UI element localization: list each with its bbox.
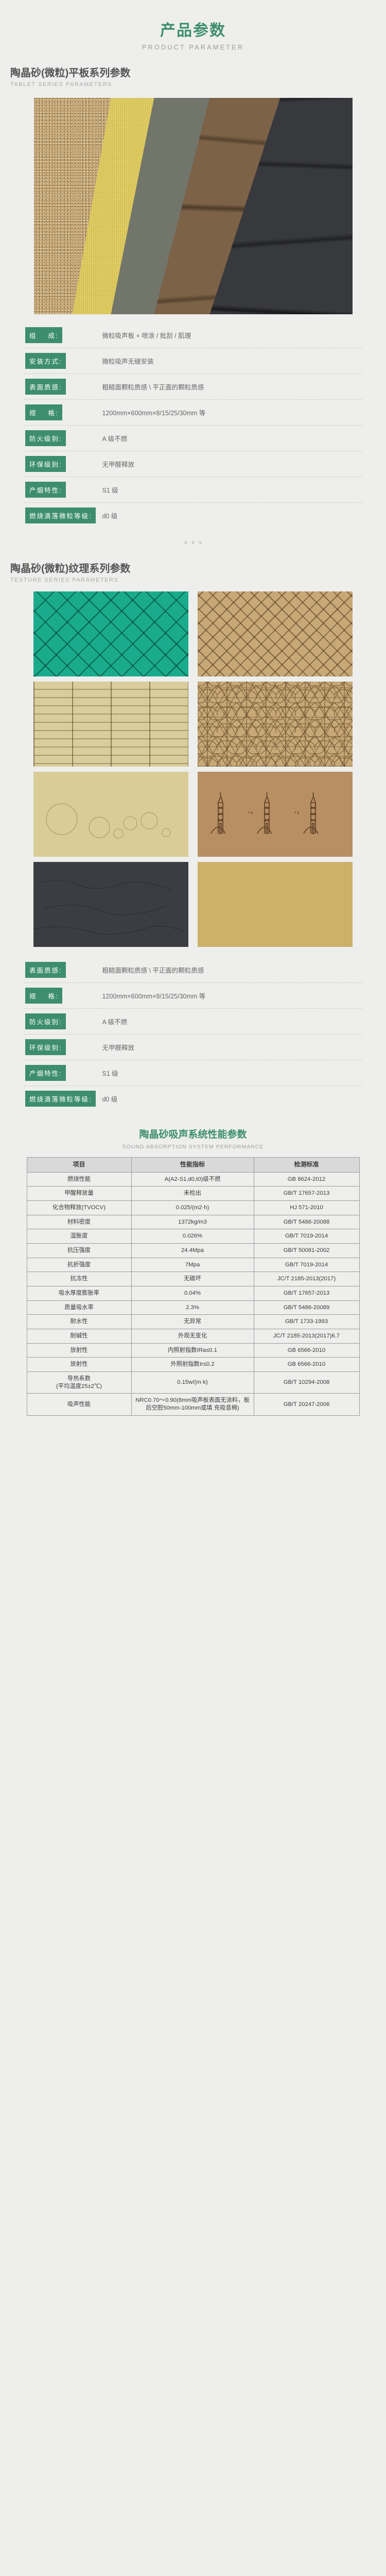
svg-text:.,: ., [294,804,300,816]
svg-text:.,: ., [248,804,253,816]
